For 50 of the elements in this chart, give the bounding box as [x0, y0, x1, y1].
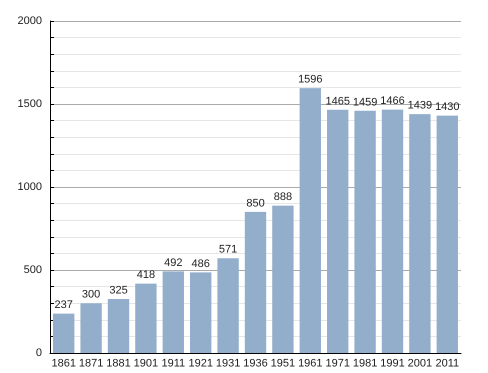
- data-label: 492: [164, 256, 182, 269]
- x-tick-label: 1901: [134, 358, 158, 370]
- y-tick-label: 1500: [18, 98, 42, 110]
- y-tick-label: 0: [36, 347, 42, 359]
- data-label: 850: [246, 197, 265, 210]
- x-tick-label: 1961: [298, 358, 323, 370]
- x-tick-label: 1871: [78, 358, 104, 370]
- data-label: 418: [136, 269, 156, 282]
- bar: [135, 284, 157, 353]
- data-label: 1459: [352, 96, 378, 108]
- bar: [354, 110, 376, 353]
- x-tick-label: 1936: [243, 358, 268, 370]
- bar: [436, 116, 458, 353]
- data-label: 1439: [408, 100, 432, 112]
- data-label: 325: [109, 284, 128, 297]
- x-tick-label: 1981: [352, 358, 378, 370]
- data-label: 1430: [435, 101, 460, 114]
- x-tick-label: 1951: [270, 358, 296, 370]
- bar: [300, 88, 321, 353]
- x-tick-label: 2001: [408, 358, 432, 370]
- y-tick-label: 2000: [18, 15, 42, 27]
- y-tick-label: 500: [24, 264, 42, 276]
- x-tick-label: 1991: [380, 358, 405, 370]
- x-tick-label: 1971: [325, 358, 350, 370]
- x-tick-label: 1921: [188, 358, 213, 370]
- x-tick-label: 1931: [216, 358, 240, 370]
- bar: [217, 258, 239, 353]
- data-label: 571: [218, 244, 238, 256]
- y-tick-label: 1000: [18, 181, 42, 193]
- bar: [80, 303, 102, 353]
- bar: [327, 110, 348, 353]
- data-label: 888: [274, 191, 292, 204]
- x-tick-label: 1881: [106, 358, 131, 370]
- x-tick-label: 1911: [161, 358, 186, 370]
- x-tick-label: 2011: [435, 358, 460, 370]
- bar: [53, 314, 74, 353]
- bar: [244, 212, 266, 353]
- bar: [382, 110, 404, 353]
- bar: [108, 299, 130, 353]
- data-label: 486: [192, 258, 210, 270]
- bar: [272, 206, 294, 353]
- data-label: 237: [54, 299, 73, 312]
- data-label: 1465: [325, 95, 350, 108]
- bar: [162, 271, 184, 353]
- bar: [190, 272, 212, 353]
- data-label: 1596: [298, 74, 323, 86]
- bar: [409, 114, 431, 353]
- data-label: 1466: [380, 95, 405, 108]
- data-label: 300: [82, 288, 100, 301]
- x-tick-label: 1861: [51, 358, 76, 370]
